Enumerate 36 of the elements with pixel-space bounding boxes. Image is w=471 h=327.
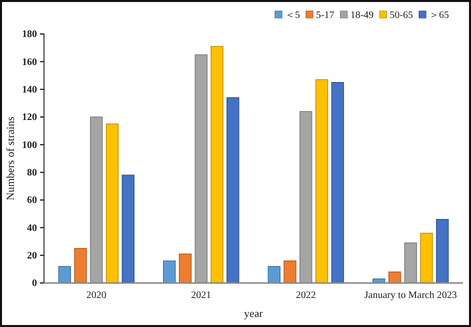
legend-label: ＞65 [429,10,449,21]
bar [331,82,344,284]
bar [268,266,280,284]
y-tick-label: 40 [27,222,37,234]
y-tick-label: 180 [22,29,37,40]
x-tick-label: 2021 [191,290,212,302]
bar [122,174,134,284]
bar [388,272,402,284]
y-tick-label: 80 [27,168,37,179]
x-tick-label: 2022 [296,290,316,302]
bar [58,266,71,284]
legend-label: 18-49 [350,10,374,21]
y-tick-label: 160 [22,56,37,68]
bar [284,260,296,284]
x-axis-title: year [244,308,264,320]
y-axis-title: Numbers of strains [5,116,17,200]
x-tick-label: January to March 2023 [364,290,457,302]
y-tick-label: 20 [27,250,37,262]
y-tick-label: 0 [32,278,37,290]
y-tick-label: 120 [22,112,37,124]
bar [436,218,449,284]
bar [74,248,87,284]
y-tick-label: 100 [22,140,37,151]
bar [226,97,240,284]
y-tick-label: 140 [22,84,37,96]
bar [210,46,224,284]
bar [163,260,176,284]
x-tick-label: 2020 [86,290,106,302]
y-tick-label: 60 [27,195,37,206]
bar [178,254,192,284]
legend-label: ＜5 [284,10,300,21]
bar [106,124,119,284]
legend-label: 50-65 [390,10,413,21]
legend-label: 5-17 [316,10,334,21]
bar [315,79,328,284]
bar [420,232,433,284]
